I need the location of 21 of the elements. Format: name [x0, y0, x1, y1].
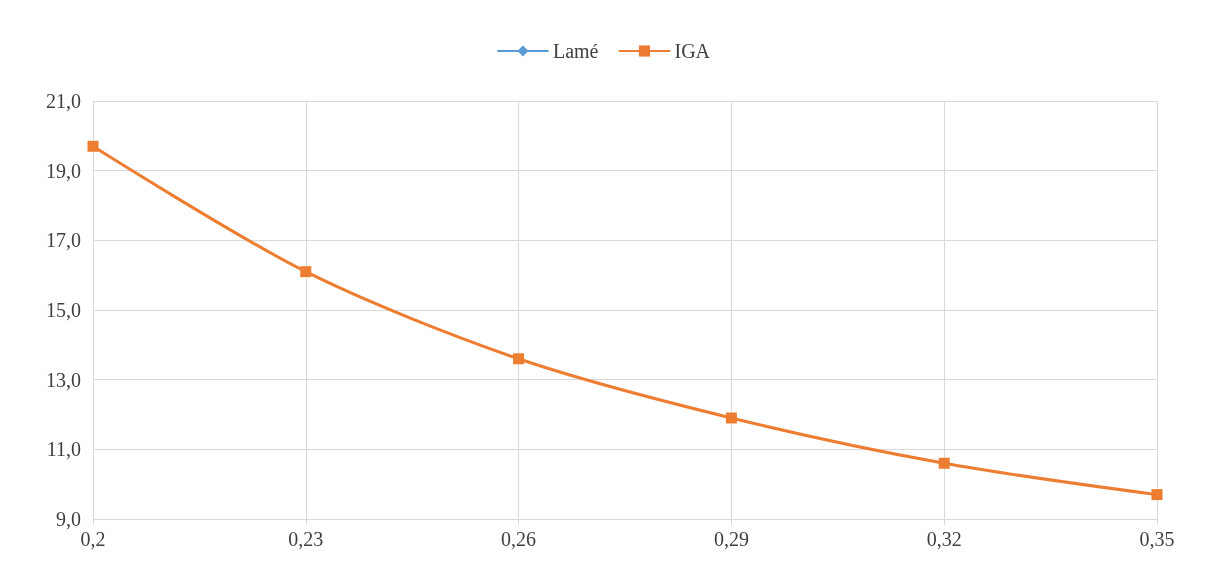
point [1151, 489, 1163, 501]
point [300, 266, 312, 278]
y-tick-label: 17,0 [46, 229, 81, 252]
y-tick-label: 15,0 [46, 299, 81, 321]
point [513, 353, 525, 365]
x-tick-label: 0,35 [1139, 528, 1175, 550]
point [938, 457, 950, 469]
y-tick-label: 19,0 [46, 159, 81, 182]
x-tick-label: 0,32 [926, 528, 962, 550]
legend-label: IGA [674, 40, 711, 62]
x-tick-label: 0,26 [501, 528, 537, 550]
point [725, 412, 737, 424]
y-tick-label: 9,0 [56, 508, 81, 530]
x-tick-label: 0,2 [80, 528, 106, 550]
y-tick-label: 11,0 [46, 438, 81, 461]
legend-label: Lamé [552, 40, 599, 62]
point [87, 140, 99, 152]
y-tick-label: 21,0 [46, 90, 81, 112]
y-tick-label: 13,0 [46, 368, 81, 391]
x-tick-label: 0,23 [288, 528, 324, 550]
x-tick-label: 0,29 [713, 528, 749, 550]
